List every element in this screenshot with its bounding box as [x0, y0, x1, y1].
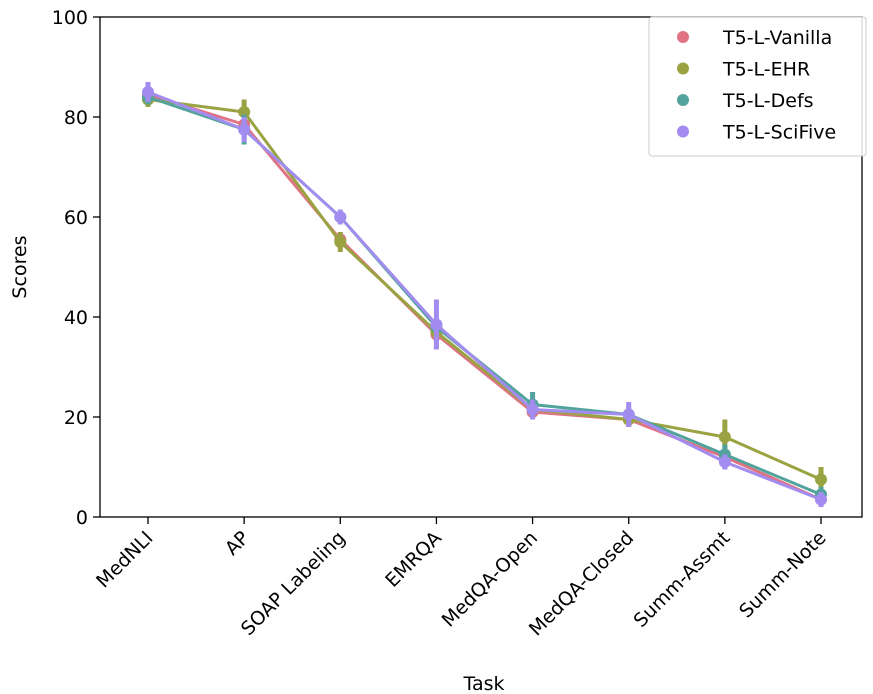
legend-frame	[648, 16, 867, 157]
data-point	[142, 86, 154, 98]
data-point	[526, 403, 539, 416]
y-tick-label: 60	[64, 207, 88, 229]
x-tick-label: Summ-Assmt	[630, 527, 735, 632]
data-point	[815, 473, 827, 486]
legend-marker	[677, 31, 689, 43]
series-T5-L-SciFive	[142, 82, 827, 507]
x-tick-label: Summ-Note	[735, 527, 830, 622]
data-point	[622, 408, 635, 421]
data-point	[430, 318, 443, 331]
legend-label: T5-L-Defs	[722, 90, 814, 112]
series-line	[147, 98, 822, 481]
y-tick-label: 100	[52, 7, 88, 29]
data-point	[238, 123, 251, 136]
y-tick-label: 40	[64, 307, 88, 329]
legend-label: T5-L-EHR	[722, 59, 810, 81]
data-point	[718, 456, 731, 468]
x-axis-title: Task	[462, 673, 504, 694]
plot-frame	[99, 16, 863, 518]
x-tick-label: MedQA-Open	[438, 527, 543, 632]
legend-marker	[677, 125, 689, 138]
legend: T5-L-Vanilla T5-L-EHR T5-L-Defs T5-L-SciFiv…	[648, 16, 867, 157]
x-tick-label: MedNLI	[92, 527, 157, 592]
y-axis: 0 20 40 60 80 100	[52, 7, 100, 529]
x-tick-label: EMRQA	[381, 527, 446, 592]
x-tick-label: MedQA-Closed	[525, 527, 638, 640]
y-tick-label: 0	[76, 507, 88, 529]
y-axis-title: Scores	[9, 235, 31, 298]
data-point	[815, 493, 827, 506]
legend-marker	[677, 94, 689, 106]
data-point	[238, 106, 251, 118]
series-line	[147, 90, 822, 501]
data-point	[334, 236, 347, 248]
chart-marks	[142, 82, 827, 507]
data-point	[718, 431, 731, 443]
y-tick-label: 80	[64, 107, 88, 129]
legend-label: T5-L-SciFive	[722, 122, 836, 144]
data-point	[334, 211, 347, 223]
y-tick-label: 20	[64, 407, 88, 429]
x-tick-label: AP	[221, 527, 254, 560]
legend-label: T5-L-Vanilla	[722, 27, 832, 49]
x-tick-label: SOAP Labeling	[237, 527, 350, 640]
legend-marker	[677, 62, 689, 75]
